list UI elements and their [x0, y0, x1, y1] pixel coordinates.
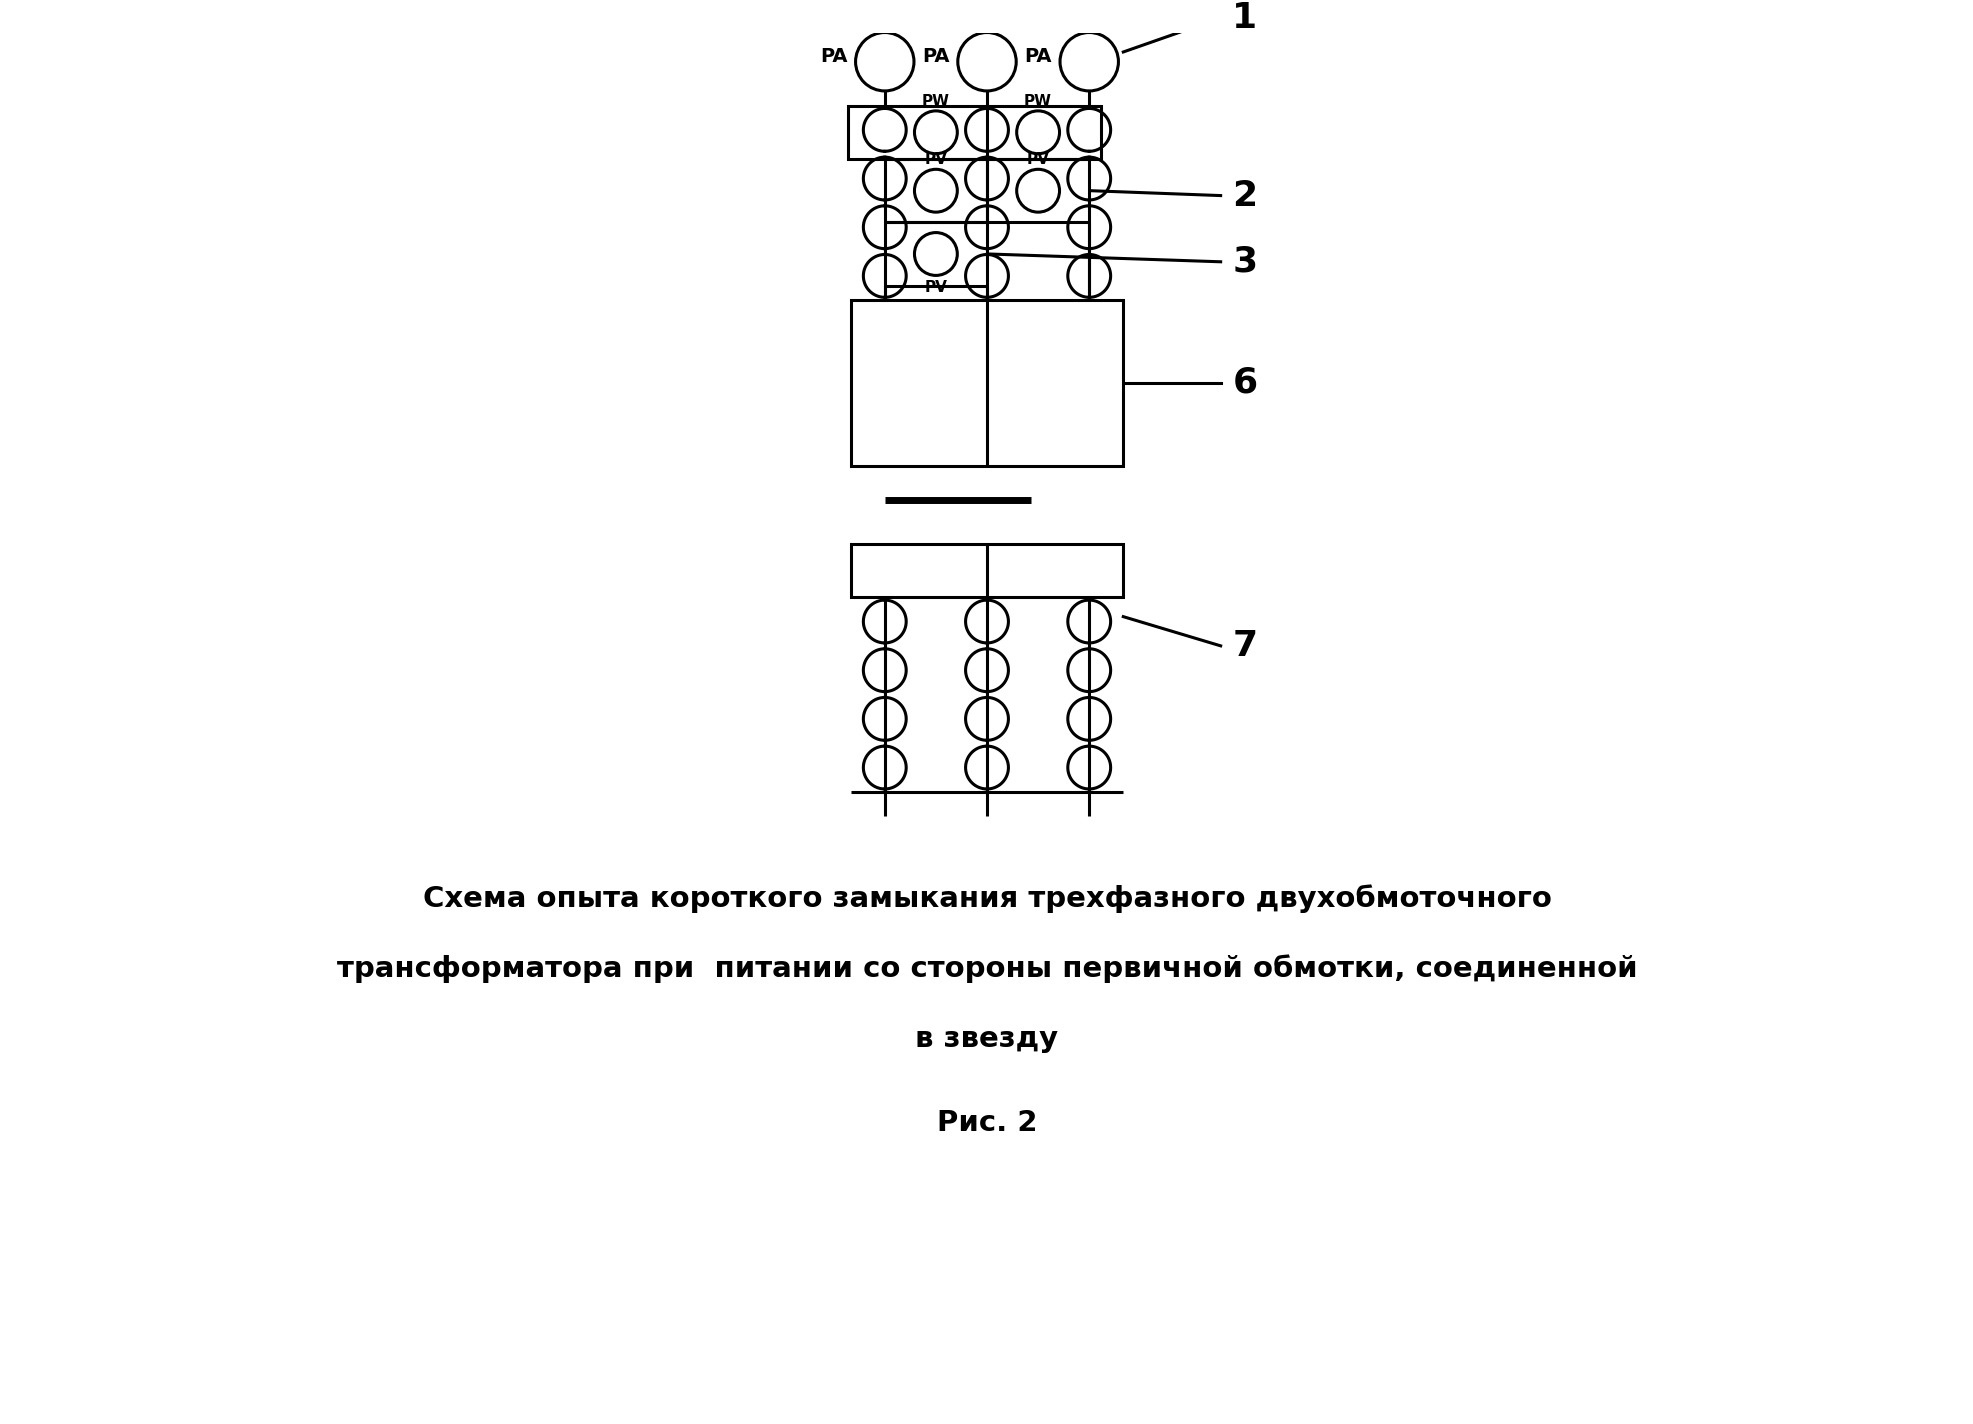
Text: PV: PV — [923, 281, 947, 295]
Text: PW: PW — [1024, 94, 1052, 110]
Text: PW: PW — [921, 94, 949, 110]
Text: 3: 3 — [1231, 245, 1257, 279]
Text: 2: 2 — [1231, 178, 1257, 212]
Bar — [850, 300, 1123, 466]
Circle shape — [1060, 33, 1119, 91]
Circle shape — [957, 33, 1016, 91]
Text: Рис. 2: Рис. 2 — [937, 1109, 1036, 1136]
Text: 7: 7 — [1231, 629, 1257, 662]
Text: в звезду: в звезду — [915, 1025, 1058, 1054]
Text: Схема опыта короткого замыкания трехфазного двухобмоточного: Схема опыта короткого замыкания трехфазн… — [422, 884, 1551, 913]
Bar — [850, 544, 1123, 597]
Circle shape — [1016, 169, 1060, 212]
Text: PV: PV — [1026, 152, 1050, 168]
Text: PA: PA — [821, 47, 846, 67]
Text: PV: PV — [923, 152, 947, 168]
Bar — [846, 105, 1101, 159]
Circle shape — [913, 111, 957, 154]
Text: PA: PA — [921, 47, 949, 67]
Circle shape — [913, 169, 957, 212]
Text: трансформатора при  питании со стороны первичной обмотки, соединенной: трансформатора при питании со стороны пе… — [337, 954, 1636, 984]
Text: 1: 1 — [1231, 1, 1257, 36]
Circle shape — [854, 33, 913, 91]
Circle shape — [1016, 111, 1060, 154]
Circle shape — [913, 232, 957, 275]
Text: 6: 6 — [1231, 366, 1257, 400]
Text: PA: PA — [1024, 47, 1052, 67]
